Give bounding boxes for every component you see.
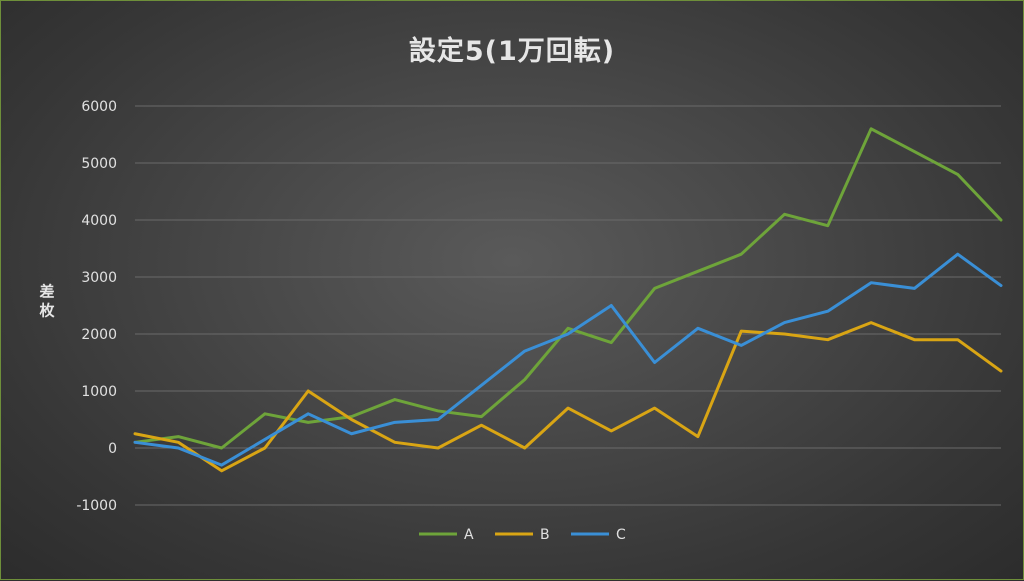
legend-label-C: C <box>616 527 626 543</box>
y-tick-label: 4000 <box>81 213 117 229</box>
legend-label-B: B <box>540 527 550 543</box>
chart-title: 設定5(1万回転) <box>408 36 616 67</box>
y-tick-label: 6000 <box>81 99 117 115</box>
y-tick-label: 5000 <box>81 156 117 172</box>
series-line-A <box>133 127 1003 450</box>
y-tick-label: -1000 <box>76 498 117 514</box>
y-tick-label: 3000 <box>81 270 117 286</box>
y-axis-label: 差 <box>39 283 54 301</box>
y-tick-label: 1000 <box>81 384 117 400</box>
legend-label-A: A <box>464 527 474 543</box>
series-line-B <box>133 321 1003 473</box>
series-line-C <box>133 252 1003 467</box>
y-axis-label: 枚 <box>39 302 55 320</box>
y-tick-label: 0 <box>108 441 117 457</box>
y-tick-label: 2000 <box>81 327 117 343</box>
